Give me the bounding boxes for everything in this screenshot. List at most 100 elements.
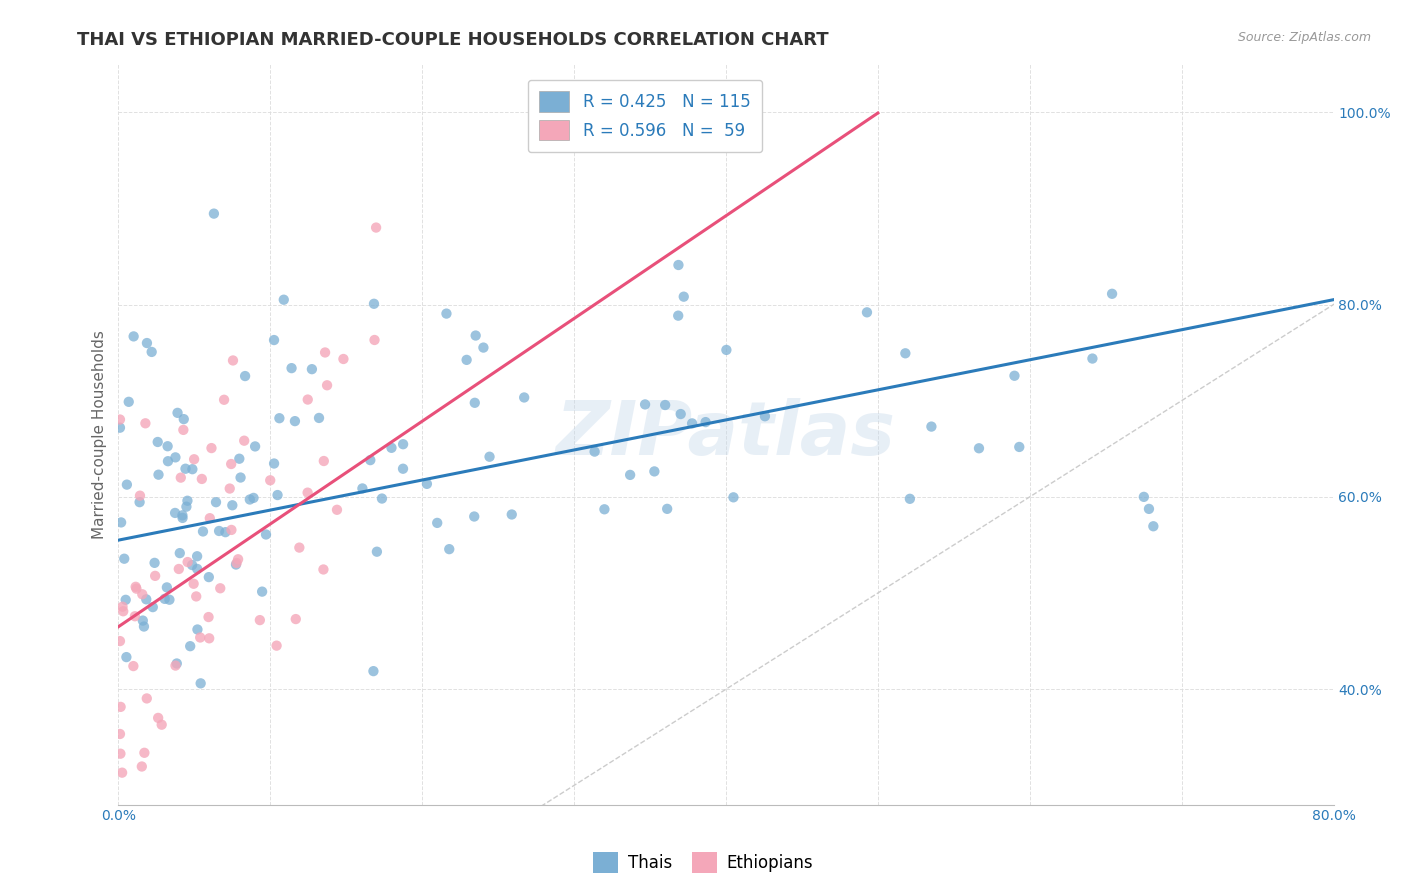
Point — [135, 592, 157, 607]
Point — [110, 699, 132, 714]
Point — [212, 392, 235, 407]
Point — [619, 467, 641, 482]
Point — [297, 392, 319, 407]
Point — [366, 545, 388, 559]
Point — [243, 439, 266, 453]
Point — [148, 467, 170, 482]
Point — [172, 508, 194, 523]
Point — [181, 462, 204, 476]
Point — [169, 546, 191, 560]
Point — [172, 511, 194, 525]
Point — [181, 558, 204, 572]
Point — [266, 488, 288, 502]
Point — [198, 511, 221, 525]
Point — [124, 580, 146, 594]
Point — [122, 329, 145, 343]
Point — [176, 500, 198, 514]
Point — [132, 614, 155, 628]
Point — [114, 592, 136, 607]
Point — [666, 309, 689, 323]
Point — [501, 508, 523, 522]
Legend: Thais, Ethiopians: Thais, Ethiopians — [586, 846, 820, 880]
Point — [1081, 351, 1104, 366]
Point — [363, 664, 385, 678]
Point — [110, 747, 132, 761]
Point — [186, 590, 208, 604]
Point — [183, 576, 205, 591]
Point — [221, 523, 243, 537]
Point — [111, 765, 134, 780]
Point — [150, 717, 173, 731]
Point — [226, 552, 249, 566]
Point — [263, 333, 285, 347]
Point — [146, 711, 169, 725]
Point — [188, 631, 211, 645]
Point — [165, 450, 187, 465]
Point — [233, 369, 256, 384]
Point — [716, 343, 738, 357]
Point — [314, 345, 336, 359]
Point — [153, 591, 176, 606]
Point — [672, 290, 695, 304]
Point — [583, 444, 606, 458]
Point — [219, 457, 242, 471]
Point — [209, 582, 232, 596]
Point — [1101, 286, 1123, 301]
Point — [392, 461, 415, 475]
Point — [254, 527, 277, 541]
Point — [288, 541, 311, 555]
Point — [112, 604, 135, 618]
Point — [143, 569, 166, 583]
Point — [280, 361, 302, 376]
Point — [1008, 440, 1031, 454]
Point — [146, 434, 169, 449]
Point — [301, 362, 323, 376]
Point — [176, 493, 198, 508]
Point — [643, 464, 665, 478]
Point — [326, 503, 349, 517]
Point — [214, 525, 236, 540]
Point — [165, 658, 187, 673]
Point — [363, 297, 385, 311]
Point — [898, 491, 921, 506]
Point — [263, 457, 285, 471]
Point — [225, 556, 247, 570]
Point — [371, 491, 394, 506]
Point — [221, 498, 243, 512]
Point — [478, 450, 501, 464]
Point — [634, 397, 657, 411]
Point — [1142, 519, 1164, 533]
Point — [259, 473, 281, 487]
Point — [363, 333, 385, 347]
Point — [131, 587, 153, 601]
Point — [316, 378, 339, 392]
Point — [967, 442, 990, 456]
Point — [380, 441, 402, 455]
Point — [134, 417, 156, 431]
Point — [125, 582, 148, 596]
Point — [229, 470, 252, 484]
Point — [134, 746, 156, 760]
Point — [297, 485, 319, 500]
Point — [108, 420, 131, 434]
Point — [723, 491, 745, 505]
Point — [174, 461, 197, 475]
Point — [894, 346, 917, 360]
Point — [198, 570, 221, 584]
Point — [668, 258, 690, 272]
Point — [172, 423, 194, 437]
Y-axis label: Married-couple Households: Married-couple Households — [93, 330, 107, 539]
Point — [920, 419, 942, 434]
Point — [242, 491, 264, 505]
Point — [856, 305, 879, 319]
Point — [186, 549, 208, 564]
Point — [110, 516, 132, 530]
Point — [250, 584, 273, 599]
Point — [186, 562, 208, 576]
Point — [142, 600, 165, 615]
Point — [1004, 368, 1026, 383]
Point — [115, 477, 138, 491]
Point — [464, 396, 486, 410]
Point — [143, 556, 166, 570]
Point — [108, 634, 131, 648]
